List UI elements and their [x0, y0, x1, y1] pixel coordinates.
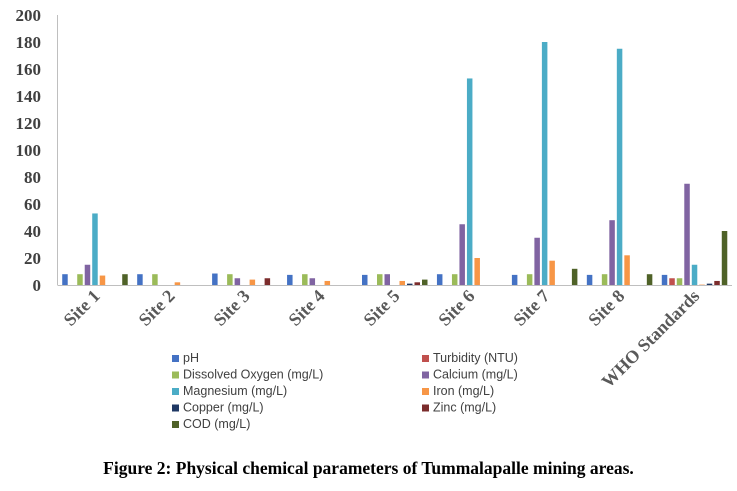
bar [362, 274, 368, 286]
legend: pH Turbidity (NTU) Dissolved Oxygen (mg/L)… [172, 351, 518, 431]
bar [407, 283, 413, 285]
legend-label: Copper (mg/L) [183, 401, 264, 415]
bar [137, 274, 143, 285]
category-labels: Site 1 Site 2 Site 3 Site 4 Site 5 Site 6 Site… [60, 286, 704, 392]
bar [309, 278, 316, 285]
y-tick-label: 100 [16, 141, 42, 160]
legend-label: Magnesium (mg/L) [183, 384, 287, 398]
bar [212, 273, 218, 285]
bar [62, 274, 68, 285]
bar [661, 274, 668, 286]
bar [511, 274, 518, 286]
bar [466, 78, 473, 285]
legend-label: pH [183, 351, 199, 365]
bar [541, 42, 548, 285]
bar [549, 260, 555, 285]
category-label: Site 7 [509, 286, 553, 330]
legend-swatch [422, 371, 429, 379]
category-label: Site 3 [209, 286, 253, 330]
bar [609, 220, 615, 285]
category-label: Site 2 [135, 286, 179, 330]
bar [646, 274, 653, 285]
bar [474, 258, 480, 285]
y-tick-labels: 0 20 40 60 80 100 120 140 160 180 200 [16, 6, 42, 295]
y-tick-label: 80 [24, 168, 41, 187]
bar [234, 278, 241, 285]
bar [669, 278, 675, 285]
y-tick-label: 60 [24, 195, 41, 214]
y-tick-label: 140 [16, 87, 42, 106]
bar [526, 274, 533, 285]
bar [451, 274, 458, 285]
bar [249, 279, 256, 285]
legend-label: Dissolved Oxygen (mg/L) [183, 368, 323, 382]
y-tick-label: 200 [16, 6, 42, 25]
bar [684, 183, 690, 285]
y-tick-label: 40 [24, 222, 41, 241]
bar [99, 275, 106, 285]
bar [399, 280, 405, 285]
bars [62, 42, 728, 286]
bar [84, 264, 91, 285]
bar [264, 278, 271, 285]
legend-label: Zinc (mg/L) [433, 401, 496, 415]
bar [287, 274, 293, 286]
bar [571, 268, 578, 285]
bar [174, 282, 181, 285]
bar [706, 283, 713, 285]
legend-label: Turbidity (NTU) [433, 351, 518, 365]
legend-label: Calcium (mg/L) [433, 368, 518, 382]
bar [377, 274, 383, 285]
y-tick-label: 160 [16, 60, 42, 79]
legend-swatch [172, 355, 179, 362]
category-label: Site 6 [434, 286, 478, 330]
bar [436, 274, 443, 285]
bar [414, 282, 420, 285]
legend-label: Iron (mg/L) [433, 384, 494, 398]
bar [384, 274, 390, 285]
bar [122, 274, 128, 285]
bar [601, 274, 608, 285]
bar [624, 255, 630, 285]
bar [676, 278, 683, 285]
legend-swatch [422, 404, 429, 412]
bar [152, 274, 158, 285]
bar [721, 231, 728, 285]
legend-swatch [172, 388, 179, 395]
bar [324, 280, 331, 285]
bar [77, 274, 83, 285]
bar [227, 274, 233, 285]
legend-swatch [172, 404, 179, 412]
legend-label: COD (mg/L) [183, 417, 250, 431]
bar [691, 264, 698, 285]
legend-swatch [172, 371, 179, 379]
figure-caption: Figure 2: Physical chemical parameters o… [103, 458, 634, 478]
y-tick-label: 180 [16, 33, 42, 52]
bar [534, 237, 540, 285]
bar [422, 279, 428, 285]
category-label: Site 1 [60, 286, 104, 330]
bar [302, 274, 308, 285]
y-tick-label: 0 [33, 276, 42, 295]
legend-swatch [422, 388, 429, 395]
legend-swatch [422, 355, 429, 362]
bar [459, 224, 465, 285]
y-tick-label: 20 [24, 249, 41, 268]
bar [714, 280, 720, 285]
y-tick-label: 120 [16, 114, 42, 133]
category-label: Site 8 [584, 286, 628, 330]
legend-swatch [172, 421, 179, 428]
category-label: Site 4 [284, 286, 328, 330]
bar [92, 213, 98, 285]
bar [586, 274, 593, 286]
bar [616, 48, 623, 285]
category-label: Site 5 [359, 286, 403, 330]
